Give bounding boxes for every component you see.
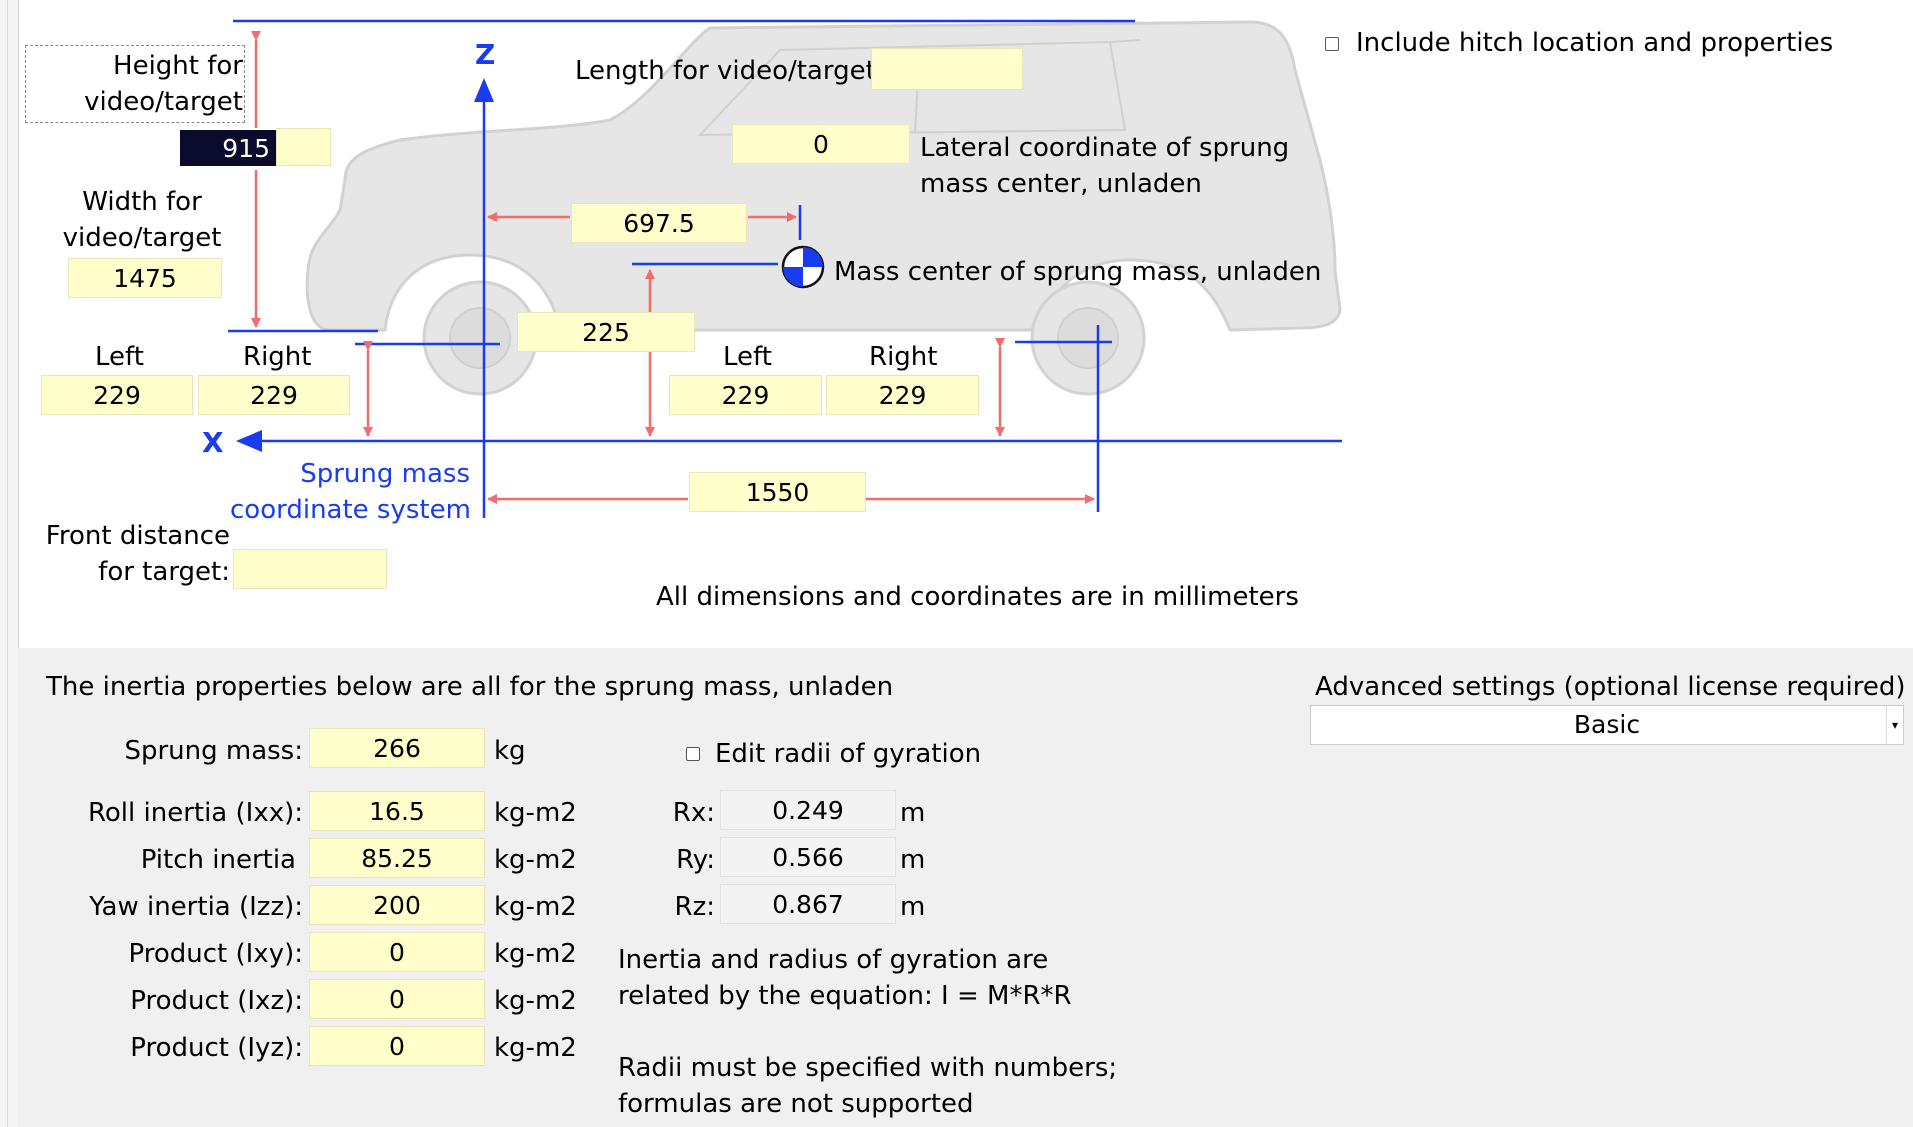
rz-unit: m xyxy=(900,892,926,922)
lateral-coordinate-input[interactable] xyxy=(732,124,910,164)
advanced-settings-selected: Basic xyxy=(1573,710,1641,739)
edit-radii-checkbox[interactable] xyxy=(686,747,700,761)
yaw-inertia-unit: kg-m2 xyxy=(494,892,577,922)
yaw-inertia-label: Yaw inertia (Izz): xyxy=(89,892,303,922)
product-ixz-input[interactable] xyxy=(309,979,485,1019)
width-input[interactable] xyxy=(68,258,222,298)
height-label: Height for video/target xyxy=(84,51,243,117)
ry-input[interactable] xyxy=(720,837,896,877)
product-ixz-label: Product (Ixz): xyxy=(130,986,303,1016)
chevron-down-icon[interactable]: ▾ xyxy=(1886,706,1903,744)
wheelbase-input[interactable] xyxy=(689,472,866,512)
length-label: Length for video/target: xyxy=(575,56,885,86)
rear-left-input[interactable] xyxy=(669,375,822,415)
product-iyz-input[interactable] xyxy=(309,1026,485,1066)
height-label-box xyxy=(25,45,245,123)
ry-unit: m xyxy=(900,845,926,875)
sprung-mass-input[interactable] xyxy=(309,728,485,768)
rear-right-input[interactable] xyxy=(826,375,979,415)
radii-format-note: Radii must be specified with numbers; fo… xyxy=(618,1053,1118,1119)
height-input[interactable] xyxy=(180,130,277,166)
advanced-settings-label: Advanced settings (optional license requ… xyxy=(1315,672,1906,702)
width-label: Width for video/target xyxy=(62,187,222,253)
suv-silhouette xyxy=(305,20,1342,396)
pitch-inertia-label: Pitch inertia xyxy=(140,845,296,875)
front-right-label: Right xyxy=(243,342,312,372)
front-distance-input[interactable] xyxy=(233,549,387,589)
pitch-inertia-unit: kg-m2 xyxy=(494,845,577,875)
units-note: All dimensions and coordinates are in mi… xyxy=(656,582,1299,612)
rz-label: Rz: xyxy=(674,892,715,922)
advanced-settings-dropdown[interactable]: Basic ▾ xyxy=(1310,705,1904,745)
mass-center-icon xyxy=(781,245,825,289)
roll-inertia-input[interactable] xyxy=(309,791,485,831)
length-input[interactable] xyxy=(871,48,1023,90)
sprung-mass-label: Sprung mass: xyxy=(124,736,303,766)
yaw-inertia-input[interactable] xyxy=(309,885,485,925)
product-ixy-unit: kg-m2 xyxy=(494,939,577,969)
pitch-inertia-input[interactable] xyxy=(309,838,485,878)
roll-inertia-unit: kg-m2 xyxy=(494,798,577,828)
height-input-tail xyxy=(276,128,331,166)
rear-left-label: Left xyxy=(723,342,772,372)
product-iyz-unit: kg-m2 xyxy=(494,1033,577,1063)
rx-input[interactable] xyxy=(720,790,896,830)
rx-unit: m xyxy=(900,798,926,828)
front-right-input[interactable] xyxy=(198,375,350,415)
coordinate-system-label: Sprung mass coordinate system xyxy=(230,459,471,525)
inertia-equation-note: Inertia and radius of gyration are relat… xyxy=(618,945,1072,1011)
front-distance-label: Front distance for target: xyxy=(45,521,230,587)
lateral-coordinate-label: Lateral coordinate of sprung mass center… xyxy=(920,133,1290,199)
rx-label: Rx: xyxy=(672,798,715,828)
product-ixz-unit: kg-m2 xyxy=(494,986,577,1016)
product-ixy-input[interactable] xyxy=(309,932,485,972)
rear-right-label: Right xyxy=(869,342,938,372)
mass-center-label: Mass center of sprung mass, unladen xyxy=(834,257,1322,287)
product-iyz-label: Product (Iyz): xyxy=(130,1033,303,1063)
roll-inertia-label: Roll inertia (Ixx): xyxy=(87,798,303,828)
product-ixy-label: Product (Ixy): xyxy=(128,939,303,969)
ry-label: Ry: xyxy=(676,845,715,875)
cg-height-input[interactable] xyxy=(517,312,695,352)
cg-x-input[interactable] xyxy=(571,203,747,243)
z-axis-label: Z xyxy=(475,38,496,71)
inertia-header: The inertia properties below are all for… xyxy=(46,672,894,702)
x-axis-label: X xyxy=(202,426,224,459)
sprung-mass-unit: kg xyxy=(494,736,526,766)
rz-input[interactable] xyxy=(720,884,896,924)
left-scroll-gutter xyxy=(0,0,19,1127)
hitch-checkbox[interactable] xyxy=(1325,37,1339,51)
front-left-input[interactable] xyxy=(41,375,193,415)
vehicle-diagram xyxy=(228,19,1342,518)
front-left-label: Left xyxy=(95,342,144,372)
edit-radii-label: Edit radii of gyration xyxy=(715,739,982,769)
hitch-label: Include hitch location and properties xyxy=(1356,28,1834,58)
